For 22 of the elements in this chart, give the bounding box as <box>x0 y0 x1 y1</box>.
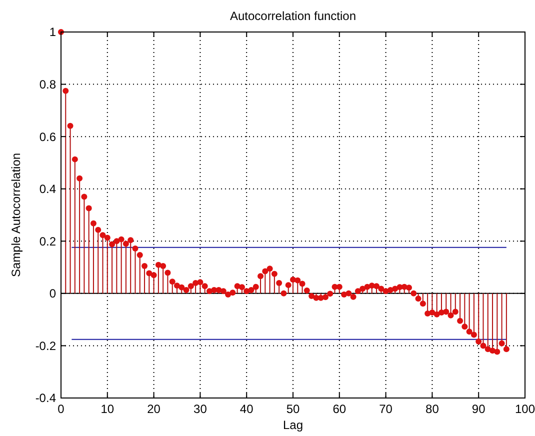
x-tick-label: 60 <box>332 402 346 416</box>
y-tick-label: 1 <box>49 25 56 40</box>
y-tick-label: 0.8 <box>39 77 56 92</box>
y-tick-label: -0.2 <box>35 338 56 353</box>
x-tick-label: 90 <box>472 402 486 416</box>
y-tick-label: 0.4 <box>39 182 56 196</box>
chart-title: Autocorrelation function <box>230 9 356 23</box>
x-tick-label: 30 <box>194 402 208 416</box>
x-tick-label: 20 <box>147 402 161 416</box>
x-tick-label: 70 <box>379 402 393 416</box>
x-tick-label: 100 <box>514 402 535 416</box>
x-tick-label: 10 <box>100 402 114 416</box>
y-axis-title: Sample Autocorrelation <box>9 152 23 278</box>
y-tick-label: -0.4 <box>35 391 56 406</box>
x-tick-label: 0 <box>58 402 65 416</box>
x-tick-label: 40 <box>240 402 254 416</box>
y-tick-label: 0.6 <box>39 130 56 144</box>
x-tick-label: 80 <box>426 402 440 416</box>
x-axis-title: Lag <box>282 418 304 432</box>
y-tick-label: 0 <box>49 286 56 301</box>
y-tick-label: 0.2 <box>39 234 56 248</box>
x-tick-label: 50 <box>286 402 300 416</box>
